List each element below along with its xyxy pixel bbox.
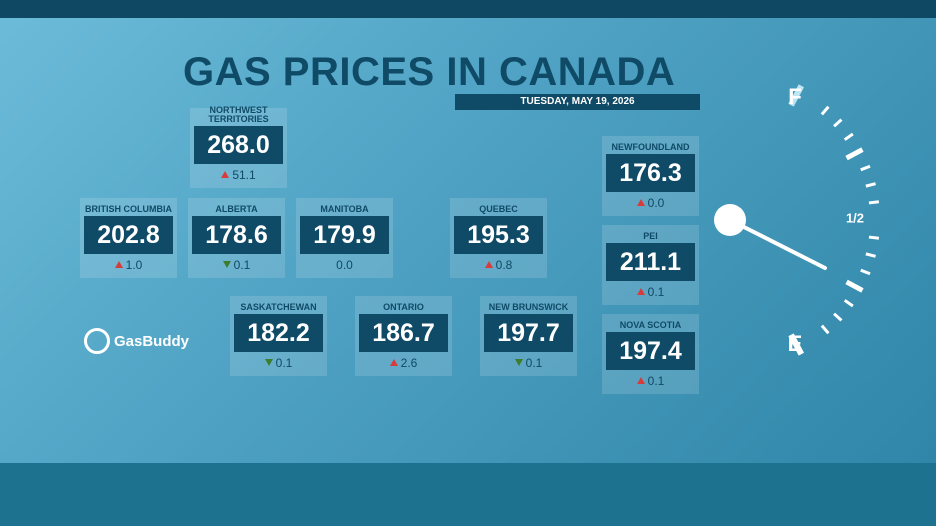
change: 0.0 [296,258,393,272]
change-value: 51.1 [232,168,256,182]
price: 202.8 [84,216,173,254]
change-value: 0.1 [647,285,665,299]
change: 0.0 [602,196,699,210]
gauge-tick [845,279,864,293]
gauge-tick [860,164,871,172]
trend-arrow [636,199,645,206]
trend-arrow [221,171,230,178]
trend-arrow [636,288,645,295]
needle [728,218,827,270]
date: TUESDAY, MAY 19, 2026 [455,94,700,110]
province-panel: NEWFOUNDLAND 176.3 0.0 [602,136,699,216]
needle-hub [714,204,746,236]
price: 186.7 [359,314,448,352]
gauge-tick [865,182,876,188]
gauge-tick [833,312,843,322]
gauge-tick [865,252,876,258]
gauge-empty: E [788,331,803,356]
gauge-tick [833,118,843,128]
gauge-tick [820,324,830,335]
change: 0.1 [230,356,327,370]
change: 1.0 [80,258,177,272]
price: 268.0 [194,126,283,164]
logo-icon [84,328,110,354]
price: 182.2 [234,314,323,352]
gauge-end-tick [788,333,805,356]
price: 179.9 [300,216,389,254]
province-name: SASKATCHEWAN [240,302,317,312]
change: 0.1 [602,374,699,388]
price: 197.7 [484,314,573,352]
gauge-tick [868,200,880,205]
top-band [0,0,936,18]
gauge-tick [860,268,871,276]
change-value: 0.0 [336,258,353,272]
trend-arrow [222,261,231,268]
change: 51.1 [190,168,287,182]
province-name: PEI [643,231,658,241]
gauge-end-tick [788,84,805,107]
change: 0.8 [450,258,547,272]
change: 0.1 [480,356,577,370]
change: 0.1 [188,258,285,272]
change: 2.6 [355,356,452,370]
price: 195.3 [454,216,543,254]
gauge-tick [843,132,854,141]
change-value: 1.0 [125,258,143,272]
price: 211.1 [606,243,695,281]
province-name: ONTARIO [383,302,424,312]
bottom-band [0,463,936,526]
change-value: 0.1 [525,356,543,370]
change: 0.1 [602,285,699,299]
gauge-tick [868,235,880,240]
trend-arrow [636,377,645,384]
change-value: 0.1 [647,374,665,388]
gauge-tick [820,105,830,116]
province-panel: BRITISH COLUMBIA 202.8 1.0 [80,198,177,278]
price: 197.4 [606,332,695,370]
province-panel: QUEBEC 195.3 0.8 [450,198,547,278]
change-value: 0.1 [233,258,251,272]
logo: GasBuddy [84,328,189,354]
price: 176.3 [606,154,695,192]
province-name: NEW BRUNSWICK [488,302,569,312]
province-panel: ONTARIO 186.7 2.6 [355,296,452,376]
province-panel: PEI 211.1 0.1 [602,225,699,305]
province-name: QUEBEC [479,204,518,214]
gauge-full: F [788,84,801,109]
province-panel: NORTHWEST TERRITORIES 268.0 51.1 [190,106,287,188]
province-panel: NOVA SCOTIA 197.4 0.1 [602,314,699,394]
province-name: BRITISH COLUMBIA [85,204,172,214]
trend-arrow [514,359,523,366]
province-name: NOVA SCOTIA [619,320,682,330]
province-panel: ALBERTA 178.6 0.1 [188,198,285,278]
change-value: 0.1 [275,356,293,370]
logo-text: GasBuddy [114,332,190,350]
province-name: ALBERTA [215,204,258,214]
gauge-tick [843,299,854,308]
province-panel: SASKATCHEWAN 182.2 0.1 [230,296,327,376]
trend-arrow [484,261,493,268]
change-value: 0.8 [495,258,513,272]
province-name: NEWFOUNDLAND [611,142,690,152]
province-name: MANITOBA [320,204,369,214]
trend-arrow [114,261,123,268]
title: GAS PRICES IN CANADA [183,50,676,94]
gauge-tick [845,147,864,161]
province-panel: MANITOBA 179.9 0.0 [296,198,393,278]
price: 178.6 [192,216,281,254]
change-value: 0.0 [647,196,665,210]
change-value: 2.6 [400,356,418,370]
gauge-half: 1/2 [846,210,864,225]
province-panel: NEW BRUNSWICK 197.7 0.1 [480,296,577,376]
trend-arrow [264,359,273,366]
province-name: NORTHWEST TERRITORIES [208,105,269,124]
trend-arrow [389,359,398,366]
